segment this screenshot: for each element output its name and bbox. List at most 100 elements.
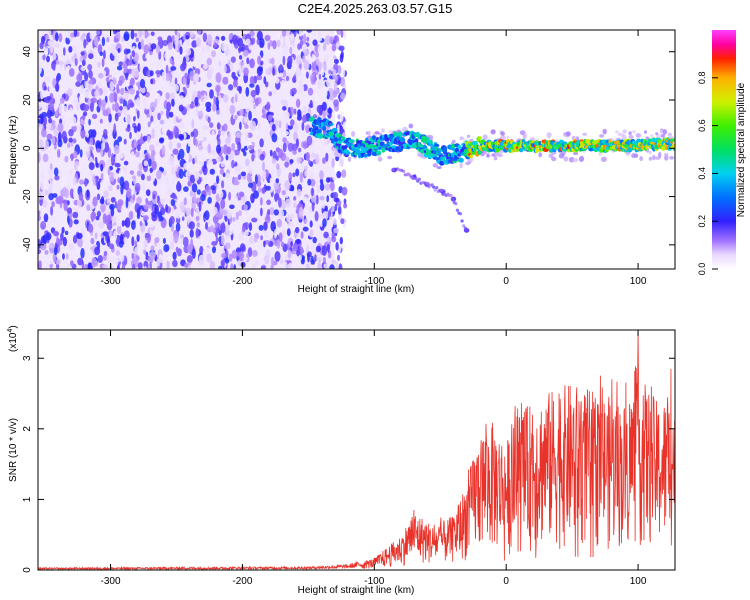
noise-mark [162,237,166,244]
halo-mark [598,151,602,156]
noise-mark [77,237,83,248]
noise-mark [326,237,332,243]
noise-mark [40,89,43,99]
noise-mark [288,213,295,220]
noise-mark [136,131,142,138]
noise-mark [317,262,322,269]
noise-mark [130,151,135,162]
noise-mark [102,109,109,117]
noise-mark [293,122,299,133]
noise-mark [197,30,202,35]
noise-mark [317,45,324,55]
noise-mark [248,222,253,232]
noise-mark [220,146,225,154]
noise-mark [96,82,102,87]
noise-mark [224,55,230,64]
noise-mark [257,251,264,259]
noise-mark [259,153,265,161]
noise-mark [144,265,147,269]
noise-mark [72,138,77,144]
y-tick-label: 20 [22,94,33,106]
noise-mark [219,186,222,195]
noise-mark [125,127,131,132]
noise-mark [274,120,280,126]
noise-mark [99,118,103,124]
noise-mark [165,92,170,100]
noise-mark [226,211,232,220]
noise-mark [110,197,116,203]
noise-mark [133,138,137,148]
noise-mark [58,103,63,115]
noise-mark [207,196,212,204]
noise-mark [151,214,158,222]
noise-mark [100,196,105,204]
noise-mark [169,72,173,83]
noise-mark [179,46,183,55]
halo-mark [658,151,662,158]
noise-mark [325,177,331,183]
noise-mark [243,49,249,57]
noise-mark [110,235,117,244]
noise-mark [254,174,258,185]
noise-mark [324,205,329,213]
noise-mark [196,222,200,228]
noise-mark [307,253,310,263]
noise-mark [64,230,69,236]
halo-mark [378,132,383,136]
noise-mark [266,151,271,162]
noise-mark [256,74,263,81]
noise-mark [54,231,59,237]
noise-mark [322,157,326,165]
noise-mark [281,30,287,37]
noise-mark [270,170,276,176]
noise-mark [50,41,55,47]
noise-mark [303,60,310,71]
noise-mark [41,170,45,181]
noise-mark [195,215,200,222]
noise-mark [44,42,48,48]
noise-mark [201,140,206,148]
noise-mark [117,48,121,53]
noise-mark [109,257,115,263]
noise-mark [252,263,256,269]
noise-mark [253,104,256,110]
noise-mark [298,30,303,37]
noise-mark [102,246,109,252]
y-tick-label: 40 [22,46,33,58]
noise-mark [287,142,294,152]
noise-mark [189,103,195,109]
noise-mark [90,211,97,221]
noise-mark [72,177,77,186]
noise-mark [239,108,244,116]
noise-mark [46,96,52,101]
noise-mark [48,174,52,182]
noise-mark [100,179,107,188]
noise-mark [176,180,181,191]
noise-mark [305,71,309,79]
noise-mark [195,37,201,48]
noise-mark [237,174,242,180]
noise-mark [211,148,216,156]
noise-mark [157,211,162,218]
noise-mark [218,60,222,67]
noise-mark [322,218,327,228]
noise-mark [218,94,222,102]
noise-mark [42,153,49,163]
noise-mark [228,77,234,84]
noise-mark [262,161,265,172]
noise-mark [73,189,76,199]
y-tick-label: 0 [22,567,33,573]
signal-mark [469,154,473,159]
noise-mark [45,232,52,241]
noise-mark [80,51,85,56]
noise-mark [253,190,259,199]
noise-mark [134,84,138,92]
noise-mark [40,211,43,218]
halo-mark [632,130,637,134]
noise-mark [134,32,138,38]
noise-mark [234,115,238,120]
noise-mark [64,155,69,163]
noise-mark [41,128,47,138]
noise-mark [172,148,179,155]
noise-mark [287,249,292,259]
